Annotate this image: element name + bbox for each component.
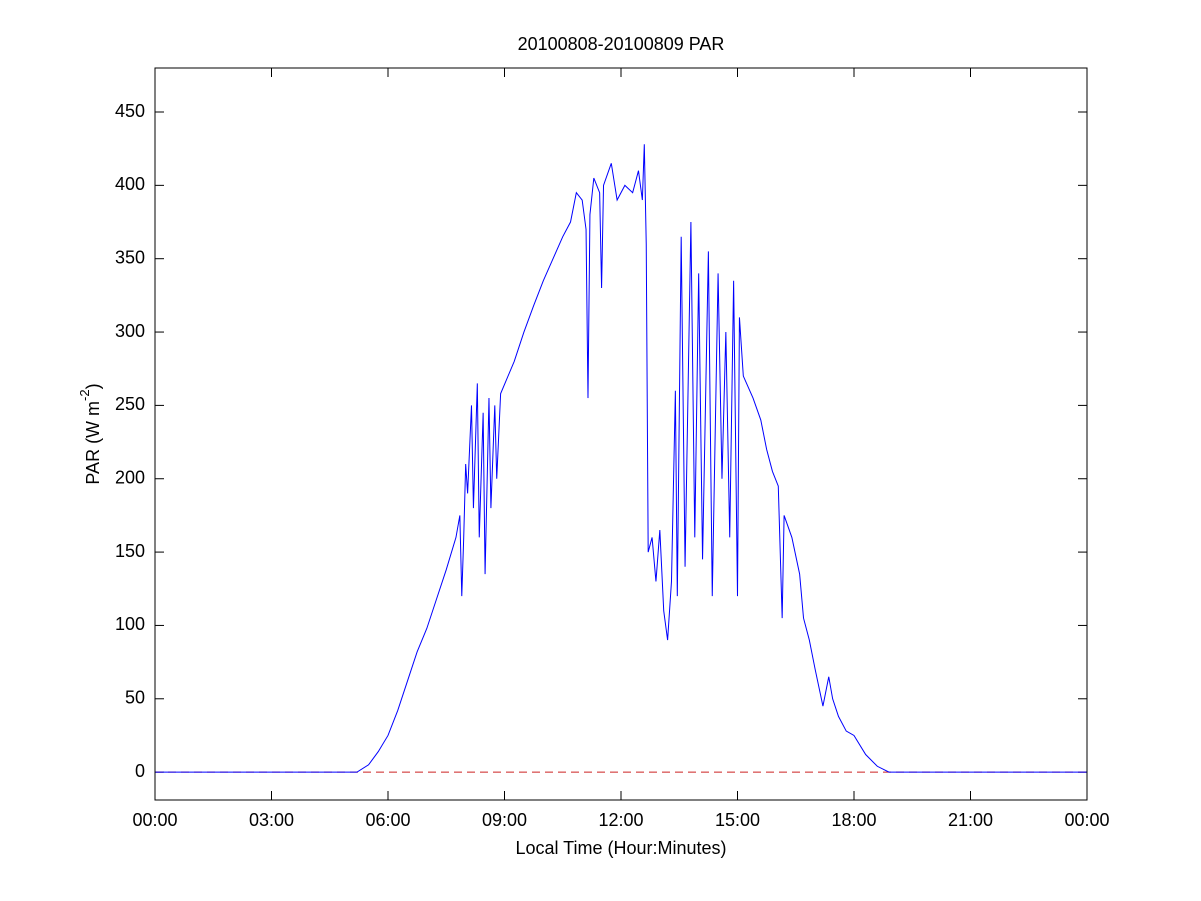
x-tick-label: 21:00 [948, 810, 993, 830]
x-tick-label: 00:00 [132, 810, 177, 830]
plot-frame [154, 67, 1088, 801]
y-tick-label: 450 [115, 101, 145, 121]
y-tick-label: 0 [135, 761, 145, 781]
y-tick-label: 150 [115, 541, 145, 561]
y-tick-label: 200 [115, 467, 145, 487]
y-axis-label-exponent: -2 [77, 389, 92, 401]
x-tick-label: 09:00 [482, 810, 527, 830]
y-tick-label: 400 [115, 174, 145, 194]
y-tick-label: 50 [125, 688, 145, 708]
x-tick-label: 00:00 [1064, 810, 1109, 830]
chart-title: 20100808-20100809 PAR [518, 34, 725, 54]
data-line [155, 144, 1087, 773]
x-tick-label: 18:00 [831, 810, 876, 830]
y-tick-label: 300 [115, 321, 145, 341]
y-tick-label: 250 [115, 394, 145, 414]
y-tick-label: 100 [115, 614, 145, 634]
y-axis-label-part: ) [83, 383, 103, 389]
x-tick-label: 15:00 [715, 810, 760, 830]
y-axis-label-part: PAR (W m [83, 401, 103, 485]
x-tick-label: 06:00 [365, 810, 410, 830]
x-tick-label: 03:00 [249, 810, 294, 830]
y-tick-label: 350 [115, 247, 145, 267]
y-axis-label: PAR (W m-2) [77, 383, 102, 484]
x-tick-label: 12:00 [598, 810, 643, 830]
x-axis-label: Local Time (Hour:Minutes) [515, 838, 726, 858]
